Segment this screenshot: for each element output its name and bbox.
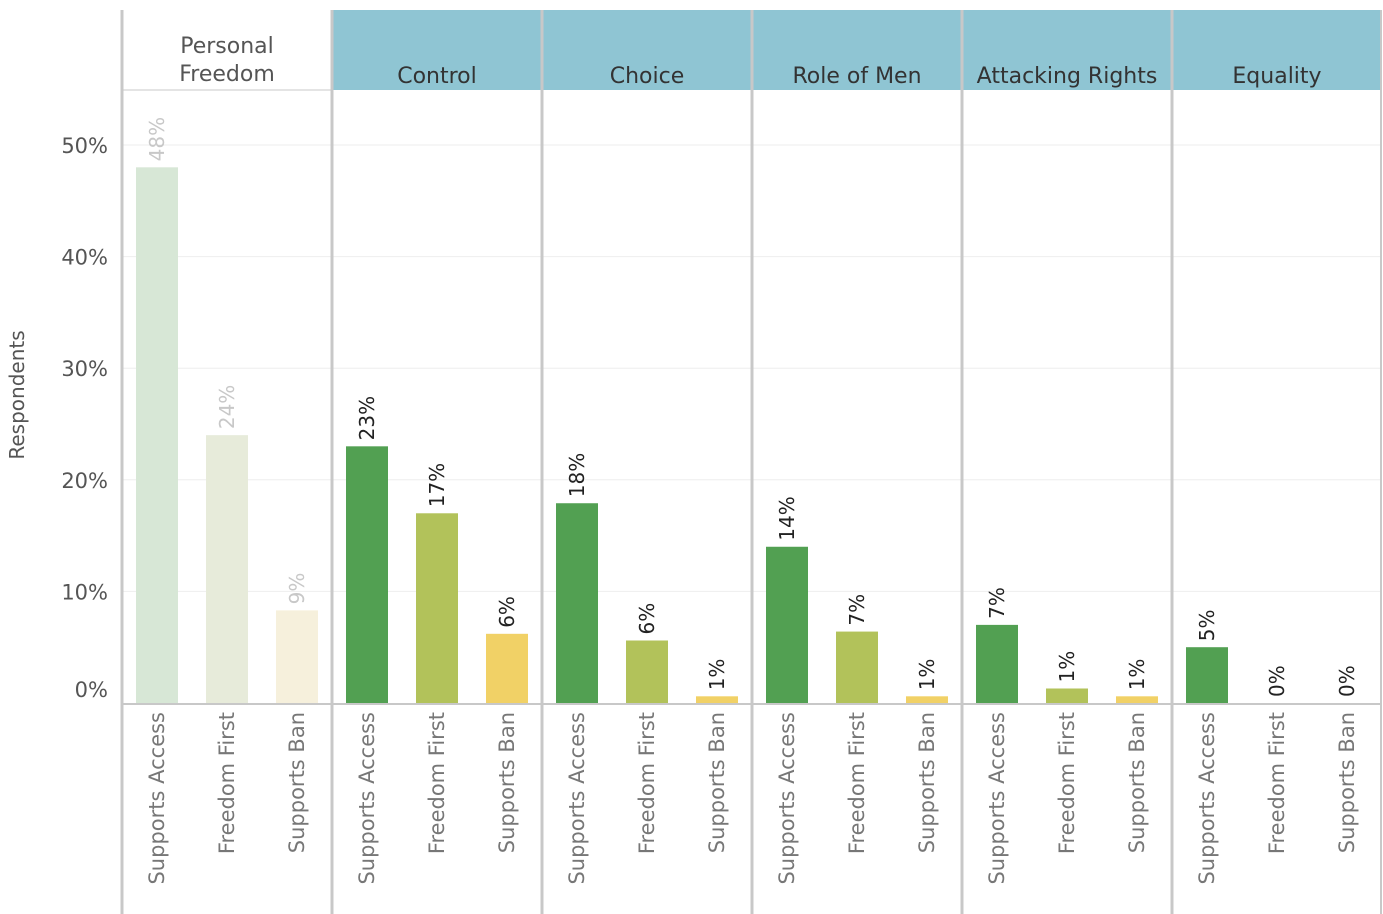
x-category-label: Supports Access	[985, 712, 1009, 885]
bar-value-label: 1%	[705, 659, 729, 691]
bar	[836, 631, 878, 703]
bar	[276, 610, 318, 703]
bar-value-label: 1%	[1055, 651, 1079, 683]
y-tick-label: 40%	[61, 246, 108, 270]
bar-value-label: 5%	[1195, 609, 1219, 641]
panel-header-background	[1173, 10, 1382, 90]
x-category-label: Freedom First	[425, 712, 449, 854]
panel-title: Freedom	[179, 62, 275, 87]
x-category-label: Freedom First	[635, 712, 659, 854]
x-category-label: Supports Ban	[705, 712, 729, 853]
panel-header-background	[753, 10, 962, 90]
bar-value-label: 0%	[1335, 665, 1359, 697]
bar	[346, 446, 388, 703]
bar	[206, 435, 248, 703]
bar	[486, 633, 528, 703]
bar	[906, 696, 948, 703]
x-category-label: Supports Access	[355, 712, 379, 885]
bar	[976, 624, 1018, 703]
panel-title: Role of Men	[792, 64, 921, 89]
bar	[1046, 688, 1088, 703]
panel-header-background	[543, 10, 752, 90]
bar	[1186, 647, 1228, 703]
panel-title: Control	[397, 64, 477, 89]
y-tick-label: 30%	[61, 357, 108, 381]
bar	[766, 546, 808, 703]
y-tick-label: 0%	[75, 678, 108, 702]
panel-title: Equality	[1232, 64, 1321, 89]
bar-value-label: 1%	[1125, 659, 1149, 691]
bar	[1116, 696, 1158, 703]
panel-dividers	[120, 10, 1382, 914]
bar-value-label: 7%	[985, 587, 1009, 619]
bar-value-label: 23%	[355, 396, 379, 440]
x-category-label: Supports Ban	[285, 712, 309, 853]
x-category-label: Supports Ban	[915, 712, 939, 853]
x-category-label: Supports Access	[145, 712, 169, 885]
bar-value-label: 0%	[1265, 665, 1289, 697]
x-category-label: Supports Access	[565, 712, 589, 885]
panel-header-background	[963, 10, 1172, 90]
y-axis: Respondents 0% 10% 20% 30% 40% 50%	[5, 134, 108, 702]
x-category-label: Supports Access	[1195, 712, 1219, 885]
x-category-label: Freedom First	[215, 712, 239, 854]
bar-value-label: 17%	[425, 463, 449, 507]
x-category-label: Freedom First	[1055, 712, 1079, 854]
y-tick-label: 10%	[61, 580, 108, 604]
panel-title: Choice	[610, 64, 685, 89]
bar-value-label: 1%	[915, 659, 939, 691]
bars	[136, 167, 1228, 703]
bar-value-label: 24%	[215, 385, 239, 429]
bar-value-label: 48%	[145, 117, 169, 161]
bar	[136, 167, 178, 703]
bar-value-label: 6%	[635, 603, 659, 635]
bar-value-labels: 48% 24% 9% 23% 17% 6% 18% 6% 1% 14% 7% 1% 7% 1% 1% 5% 0%…	[145, 117, 1359, 697]
x-category-label: Freedom First	[845, 712, 869, 854]
bar-value-label: 6%	[495, 596, 519, 628]
bar-value-label: 14%	[775, 496, 799, 540]
x-category-label: Freedom First	[1265, 712, 1289, 854]
panel-headers: Personal Freedom Control Choice Role of Men A…	[122, 10, 1382, 91]
x-category-label: Supports Access	[775, 712, 799, 885]
bar	[696, 696, 738, 703]
panel-title: Personal	[180, 34, 274, 59]
y-tick-label: 50%	[61, 134, 108, 158]
bar	[556, 503, 598, 703]
x-category-label: Supports Ban	[1125, 712, 1149, 853]
y-axis-title: Respondents	[5, 330, 29, 459]
bar-value-label: 9%	[285, 573, 309, 605]
bar-value-label: 7%	[845, 594, 869, 626]
panel-header-background	[333, 10, 542, 90]
bar	[626, 640, 668, 703]
panel-title: Attacking Rights	[977, 64, 1158, 89]
bar	[416, 513, 458, 703]
x-category-label: Supports Ban	[495, 712, 519, 853]
x-axis-category-labels: Supports Access Freedom First Supports Ban…	[145, 712, 1359, 885]
x-category-label: Supports Ban	[1335, 712, 1359, 853]
y-tick-label: 20%	[61, 469, 108, 493]
bar-value-label: 18%	[565, 453, 589, 497]
